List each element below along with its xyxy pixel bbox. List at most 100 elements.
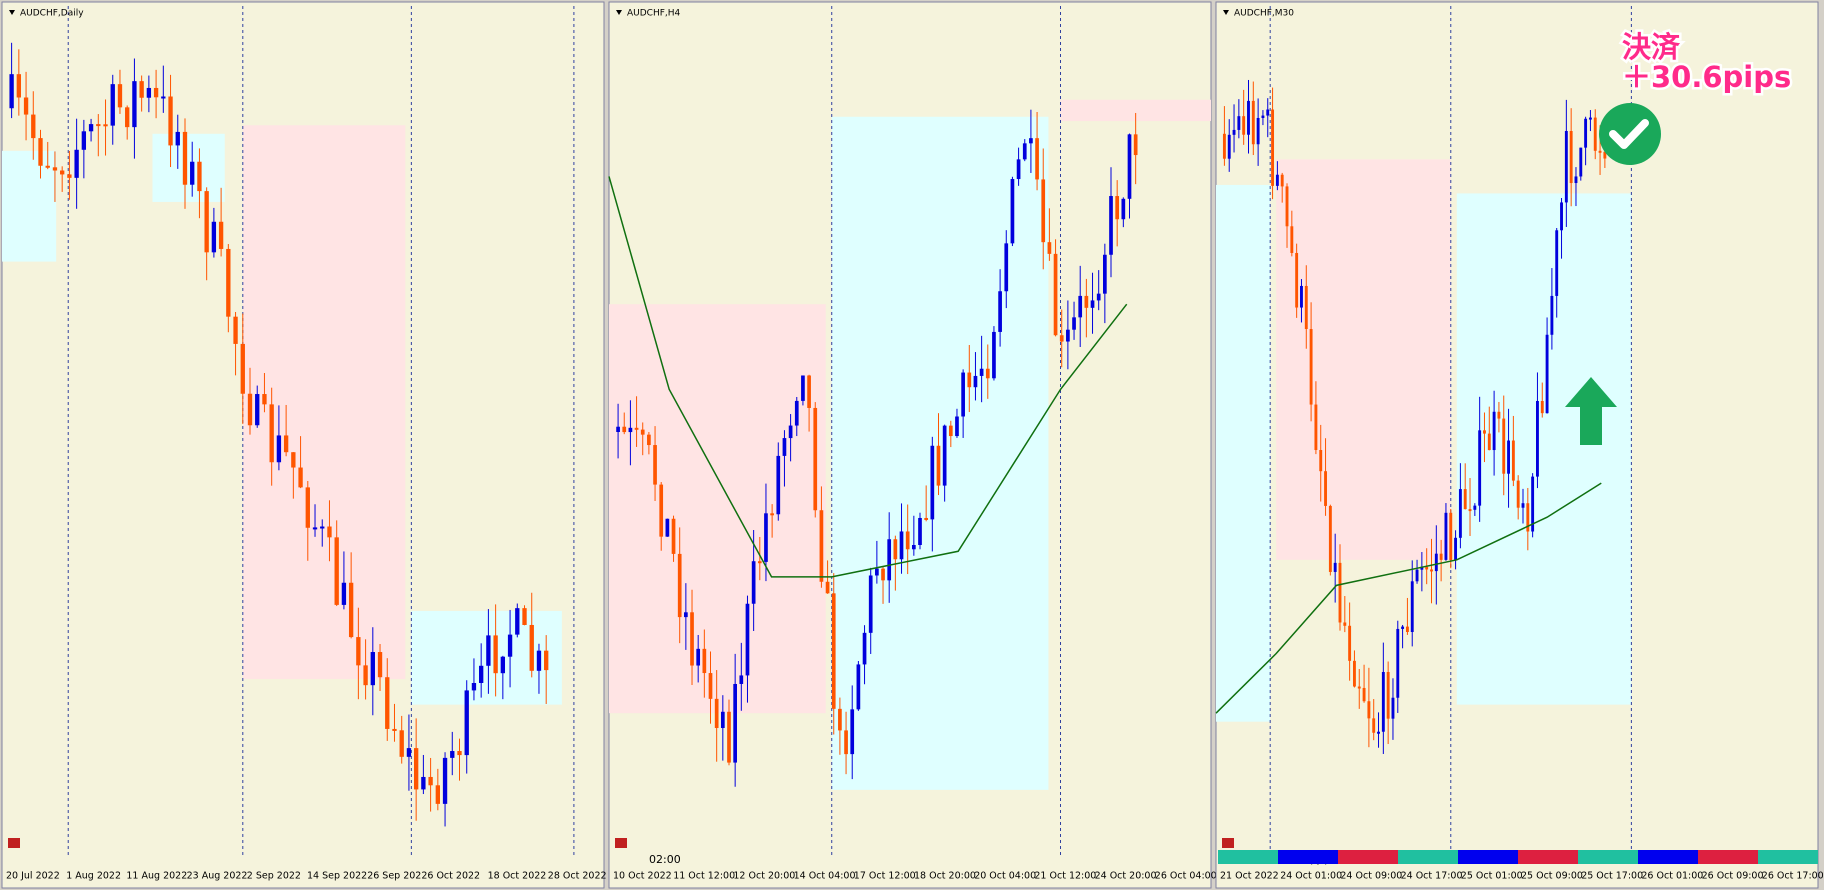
candle — [1367, 701, 1371, 719]
candle — [1410, 581, 1414, 633]
x-axis-label: 11 Aug 2022 — [126, 871, 187, 882]
candle — [1285, 186, 1289, 227]
candle — [1295, 252, 1299, 308]
candle — [1396, 628, 1400, 698]
candle — [125, 107, 130, 128]
candle — [844, 730, 848, 755]
candle — [868, 575, 873, 633]
candle — [924, 517, 929, 520]
candle — [665, 518, 670, 537]
x-axis-label: 25 Oct 17:00 — [1581, 871, 1643, 882]
candle — [211, 221, 217, 253]
zone-box — [609, 304, 826, 714]
candle — [320, 526, 325, 529]
x-axis-label: 24 Oct 09:00 — [1340, 871, 1402, 882]
candle — [442, 757, 448, 804]
candle — [1109, 196, 1113, 255]
candle — [1439, 553, 1443, 560]
annotation-text: ＋30.6pips — [1622, 60, 1791, 94]
candle — [377, 652, 383, 678]
candle — [529, 624, 534, 671]
candle — [103, 124, 108, 127]
candle — [450, 751, 455, 758]
candle — [255, 394, 260, 426]
candle — [1430, 569, 1433, 572]
candle — [1309, 329, 1313, 405]
candle — [168, 96, 173, 146]
candle — [1222, 133, 1226, 159]
candle — [23, 97, 29, 115]
candle — [739, 675, 744, 684]
close-button[interactable] — [615, 838, 627, 848]
candle — [204, 191, 209, 253]
candle — [1078, 295, 1083, 318]
candle — [1478, 430, 1482, 506]
candle — [745, 603, 750, 676]
candle — [1343, 622, 1347, 626]
candle — [1468, 509, 1472, 512]
candle — [899, 531, 904, 560]
candle — [911, 544, 916, 550]
candle — [788, 425, 793, 439]
zone-box — [152, 133, 225, 202]
close-button[interactable] — [1222, 838, 1234, 848]
candle — [262, 394, 267, 405]
candle — [819, 510, 824, 582]
candle — [1066, 329, 1070, 342]
candle — [1053, 253, 1058, 336]
candle — [536, 650, 542, 671]
check-mark — [1609, 119, 1649, 149]
close-button[interactable] — [8, 838, 20, 848]
candle — [684, 612, 688, 618]
candle — [96, 124, 101, 127]
candle — [628, 427, 633, 433]
candle — [893, 539, 898, 560]
candle — [421, 776, 426, 790]
candle — [887, 539, 892, 581]
candle — [764, 513, 768, 562]
candle — [341, 582, 347, 605]
candle — [850, 709, 855, 755]
candle — [955, 416, 959, 437]
x-axis-label: 11 Oct 12:00 — [673, 871, 735, 882]
annotation-text: 決済 — [1622, 30, 1681, 64]
candle — [1569, 130, 1573, 184]
candle — [1324, 471, 1327, 506]
candle — [979, 368, 984, 376]
candle — [283, 435, 289, 453]
x-axis-label: 1 Aug 2022 — [66, 871, 121, 882]
candle — [831, 593, 836, 709]
candle — [1115, 196, 1120, 220]
candle — [1492, 411, 1496, 451]
candle — [1333, 562, 1337, 572]
candle — [973, 375, 978, 388]
candle — [31, 114, 36, 139]
candle — [677, 553, 682, 618]
session-strip — [1398, 850, 1458, 864]
candle — [1526, 503, 1530, 532]
candle — [1256, 117, 1260, 145]
candle — [1319, 450, 1323, 472]
candle — [918, 517, 922, 545]
candle — [161, 96, 166, 99]
candle — [269, 404, 274, 463]
session-strip — [1698, 850, 1758, 864]
candle — [139, 81, 144, 98]
session-strip — [1278, 850, 1338, 864]
candle — [81, 131, 87, 150]
candle — [1531, 476, 1535, 532]
candle — [1237, 116, 1241, 130]
candle — [334, 537, 339, 605]
candle — [727, 711, 731, 763]
candle — [38, 138, 43, 166]
session-strip — [1578, 850, 1638, 864]
candle — [1560, 202, 1563, 231]
candle — [1266, 109, 1270, 116]
candle — [1328, 505, 1332, 572]
candle — [500, 656, 506, 674]
candle — [399, 730, 404, 757]
candle — [1381, 671, 1385, 732]
moving-average — [608, 176, 1128, 578]
candle — [1458, 489, 1462, 538]
